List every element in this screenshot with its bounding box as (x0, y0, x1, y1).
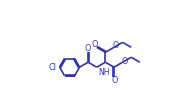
Text: O: O (92, 40, 98, 49)
Text: NH: NH (98, 68, 109, 77)
Text: O: O (112, 76, 118, 85)
Text: O: O (113, 41, 119, 50)
Text: O: O (122, 57, 128, 66)
Text: O: O (85, 44, 91, 53)
Text: Cl: Cl (48, 63, 56, 72)
